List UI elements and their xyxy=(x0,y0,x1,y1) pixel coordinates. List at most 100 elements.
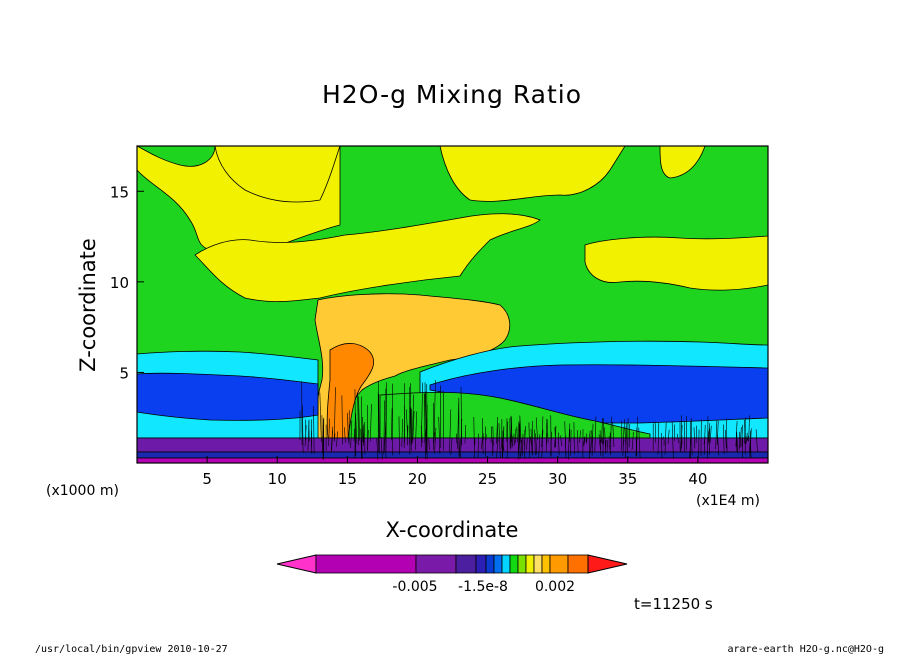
turbulence-line xyxy=(510,415,513,449)
turbulence-line xyxy=(464,424,467,444)
turbulence-line xyxy=(357,392,360,446)
x-tick-label: 5 xyxy=(202,470,212,488)
x-tick-label: 20 xyxy=(408,470,427,488)
turbulence-line xyxy=(538,434,541,458)
turbulence-line xyxy=(654,421,657,443)
turbulence-line xyxy=(528,422,531,459)
turbulence-line xyxy=(746,435,749,441)
turbulence-line xyxy=(336,431,338,447)
turbulence-line xyxy=(534,429,536,456)
turbulence-line xyxy=(703,436,706,445)
turbulence-line xyxy=(355,413,358,444)
turbulence-line xyxy=(412,394,414,441)
x-tick-label: 10 xyxy=(268,470,287,488)
turbulence-line xyxy=(748,415,750,442)
turbulence-line xyxy=(460,387,463,446)
turbulence-line xyxy=(391,408,393,441)
turbulence-line xyxy=(410,407,412,451)
turbulence-line xyxy=(370,404,372,442)
chart-title: H2O-g Mixing Ratio xyxy=(322,80,582,109)
x-tick-label: 30 xyxy=(548,470,567,488)
colorbar-segment xyxy=(525,554,535,574)
turbulence-line xyxy=(695,425,697,444)
turbulence-line xyxy=(625,423,628,458)
turbulence-line xyxy=(628,424,631,448)
x-tick-label: 15 xyxy=(338,470,357,488)
turbulence-line xyxy=(376,437,378,441)
turbulence-line xyxy=(302,405,304,453)
turbulence-line xyxy=(415,411,417,450)
turbulence-line xyxy=(591,423,594,456)
x-unit-right: (x1E4 m) xyxy=(696,493,760,509)
turbulence-line xyxy=(554,427,557,448)
turbulence-line xyxy=(638,427,641,458)
turbulence-line xyxy=(450,438,453,455)
x-tick-label: 40 xyxy=(688,470,707,488)
turbulence-line xyxy=(307,419,310,451)
colorbar-min-triangle xyxy=(276,554,317,574)
turbulence-line xyxy=(420,382,423,448)
contour-orange-core xyxy=(326,343,375,439)
turbulence-line xyxy=(380,436,383,460)
turbulence-line xyxy=(492,426,494,446)
turbulence-line xyxy=(693,427,696,449)
y-tick-label: 15 xyxy=(110,183,129,201)
x-axis-label: X-coordinate xyxy=(386,518,519,542)
turbulence-line xyxy=(305,419,307,441)
turbulence-line xyxy=(570,429,572,456)
turbulence-line xyxy=(473,416,475,459)
turbulence-line xyxy=(331,426,334,451)
turbulence-line xyxy=(725,429,727,449)
turbulence-line xyxy=(502,426,505,456)
turbulence-line xyxy=(358,396,360,441)
turbulence-line xyxy=(344,427,346,443)
turbulence-line xyxy=(406,409,409,441)
turbulence-line xyxy=(333,387,336,442)
turbulence-line xyxy=(657,422,660,455)
turbulence-line xyxy=(717,435,720,456)
turbulence-line xyxy=(535,417,538,441)
plot-frame xyxy=(136,145,769,464)
turbulence-line xyxy=(459,438,461,458)
turbulence-line xyxy=(598,434,601,450)
colorbar-segment xyxy=(567,554,589,574)
turbulence-line xyxy=(610,416,612,456)
time-label: t=11250 s xyxy=(634,595,713,613)
colorbar xyxy=(276,554,628,574)
turbulence-line xyxy=(749,428,752,458)
turbulence-line xyxy=(680,415,683,445)
turbulence-line xyxy=(709,425,712,444)
colorbar-label-2: -1.5e-8 xyxy=(458,579,508,595)
turbulence-line xyxy=(715,419,718,450)
turbulence-line xyxy=(502,438,505,452)
colorbar-segment xyxy=(509,554,519,574)
colorbar-segment xyxy=(415,554,457,574)
turbulence-line xyxy=(457,402,460,449)
colorbar-segment xyxy=(549,554,569,574)
turbulence-line xyxy=(560,435,562,446)
turbulence-line xyxy=(601,418,603,443)
turbulence-line xyxy=(745,432,748,444)
turbulence-line xyxy=(622,426,625,456)
turbulence-line xyxy=(599,430,602,456)
turbulence-line xyxy=(378,393,380,454)
turbulence-line xyxy=(602,436,604,444)
turbulence-line xyxy=(624,419,627,445)
turbulence-line xyxy=(557,432,560,456)
turbulence-line xyxy=(579,430,581,443)
turbulence-line xyxy=(526,438,528,450)
turbulence-line xyxy=(433,432,436,444)
turbulence-line xyxy=(510,434,512,449)
turbulence-line xyxy=(383,400,385,455)
turbulence-line xyxy=(667,429,670,445)
turbulence-line xyxy=(529,436,532,445)
turbulence-line xyxy=(631,431,634,450)
turbulence-line xyxy=(434,427,437,454)
turbulence-line xyxy=(604,427,607,454)
y-axis-ticks: 5 10 15 xyxy=(110,183,144,382)
plot-area xyxy=(136,145,769,464)
turbulence-line xyxy=(716,421,719,445)
turbulence-line xyxy=(635,437,638,456)
turbulence-line xyxy=(676,433,679,444)
